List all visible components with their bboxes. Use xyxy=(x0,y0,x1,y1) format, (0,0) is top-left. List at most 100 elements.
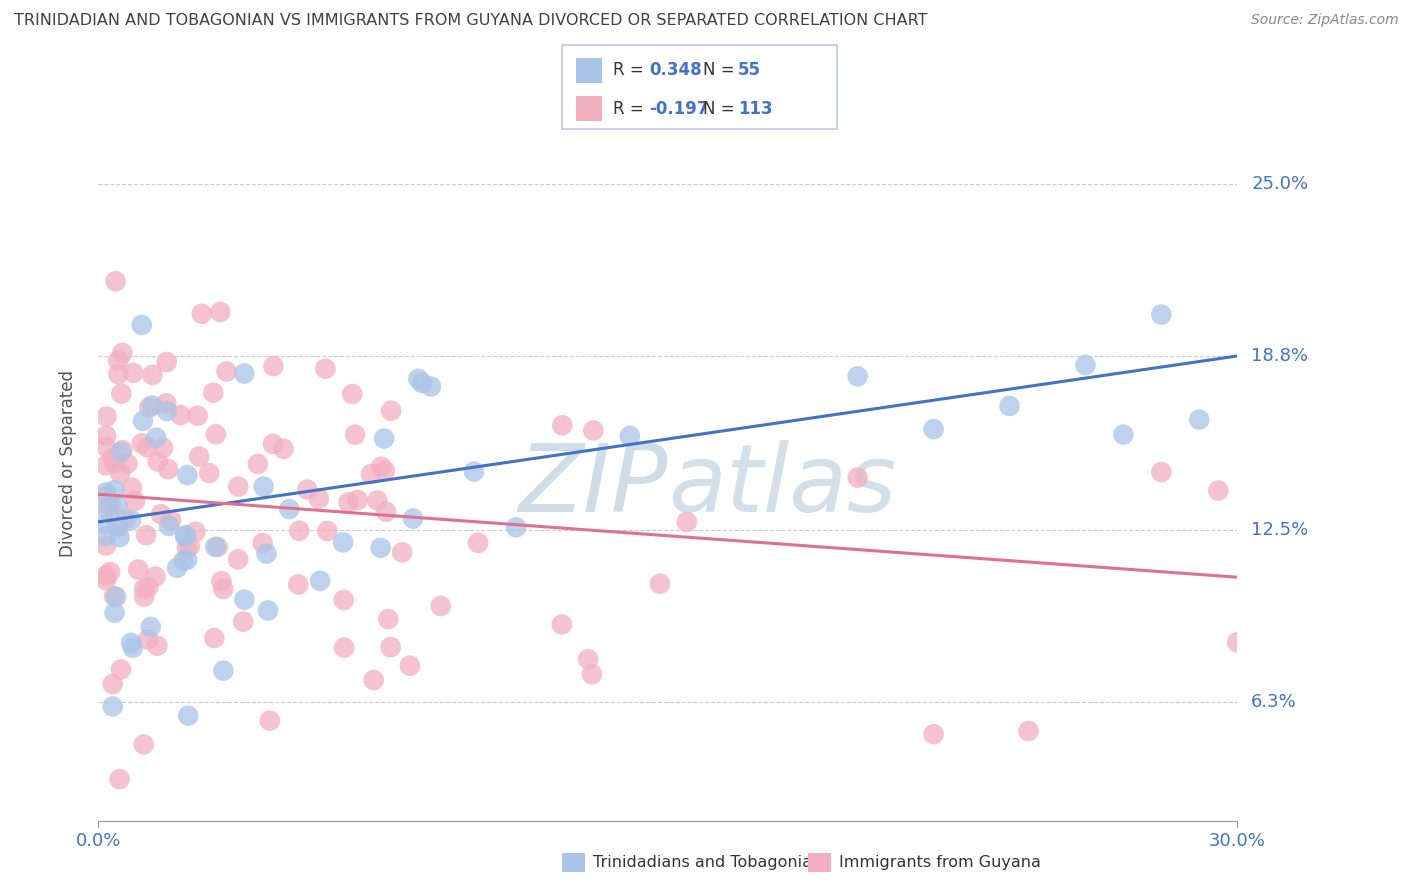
Point xyxy=(391,545,413,559)
Point xyxy=(252,479,274,493)
Point xyxy=(576,652,599,666)
Point xyxy=(94,485,117,500)
Point xyxy=(619,429,641,443)
Text: 12.5%: 12.5% xyxy=(1251,521,1309,540)
Point xyxy=(131,436,153,450)
Point xyxy=(136,632,159,647)
Point xyxy=(145,569,167,583)
Point xyxy=(108,772,131,786)
Point xyxy=(187,409,209,423)
Point xyxy=(107,353,129,368)
Point xyxy=(156,355,179,369)
Point xyxy=(94,573,117,587)
Point xyxy=(648,576,671,591)
Point xyxy=(676,515,699,529)
Point xyxy=(146,639,169,653)
Point xyxy=(190,307,212,321)
Point xyxy=(380,640,402,655)
Point xyxy=(1208,483,1230,498)
Point xyxy=(342,387,364,401)
Point xyxy=(408,372,430,386)
Point xyxy=(998,399,1021,413)
Point xyxy=(121,481,143,495)
Point xyxy=(157,462,180,476)
Point xyxy=(252,536,274,550)
Point xyxy=(198,466,221,480)
Point xyxy=(346,493,368,508)
Point xyxy=(233,367,256,381)
Point xyxy=(141,399,163,413)
Point xyxy=(146,454,169,468)
Point xyxy=(110,445,132,459)
Point xyxy=(419,379,441,393)
Point xyxy=(288,524,311,538)
Point xyxy=(94,529,117,543)
Point xyxy=(114,511,136,525)
Point xyxy=(399,658,422,673)
Point xyxy=(256,547,278,561)
Point xyxy=(101,677,124,691)
Point xyxy=(846,470,869,484)
Point xyxy=(467,536,489,550)
Point xyxy=(94,568,117,582)
Point xyxy=(922,727,945,741)
Point xyxy=(101,699,124,714)
Point xyxy=(333,593,356,607)
Point xyxy=(94,488,117,502)
Point xyxy=(110,467,132,481)
Text: -0.197: -0.197 xyxy=(650,100,709,118)
Point xyxy=(150,507,173,521)
Point xyxy=(370,541,392,555)
Point xyxy=(100,498,122,512)
Point xyxy=(314,361,336,376)
Point xyxy=(215,364,238,378)
Point xyxy=(377,612,399,626)
Point xyxy=(257,603,280,617)
Text: N =: N = xyxy=(703,100,740,118)
Point xyxy=(551,418,574,433)
Point xyxy=(411,376,433,390)
Point xyxy=(108,530,131,544)
Point xyxy=(581,667,603,681)
Point xyxy=(1150,308,1173,322)
Point xyxy=(104,274,127,288)
Point xyxy=(174,528,197,542)
Point xyxy=(333,640,356,655)
Point xyxy=(582,423,605,437)
Point xyxy=(273,442,295,456)
Point xyxy=(156,404,179,418)
Point xyxy=(463,465,485,479)
Text: 0.348: 0.348 xyxy=(650,61,702,79)
Point xyxy=(122,366,145,380)
Point xyxy=(205,427,228,442)
Point xyxy=(134,590,156,604)
Point xyxy=(337,495,360,509)
Point xyxy=(173,554,195,568)
Text: TRINIDADIAN AND TOBAGONIAN VS IMMIGRANTS FROM GUYANA DIVORCED OR SEPARATED CORRE: TRINIDADIAN AND TOBAGONIAN VS IMMIGRANTS… xyxy=(14,13,928,29)
Point xyxy=(94,517,117,532)
Point xyxy=(176,553,198,567)
Point xyxy=(297,483,319,497)
Point xyxy=(287,577,309,591)
Point xyxy=(179,539,201,553)
Point xyxy=(111,346,134,360)
Point xyxy=(145,431,167,445)
Point xyxy=(103,606,125,620)
Point xyxy=(110,663,132,677)
Point xyxy=(94,458,117,473)
Point xyxy=(232,615,254,629)
Point xyxy=(233,592,256,607)
Point xyxy=(316,524,339,538)
Point xyxy=(212,582,235,596)
Point xyxy=(135,528,157,542)
Point xyxy=(103,589,125,603)
Text: 55: 55 xyxy=(738,61,761,79)
Point xyxy=(402,511,425,525)
Point xyxy=(152,441,174,455)
Point xyxy=(1188,412,1211,426)
Point xyxy=(127,562,149,576)
Point xyxy=(373,432,395,446)
Point xyxy=(155,396,177,410)
Y-axis label: Divorced or Separated: Divorced or Separated xyxy=(59,370,77,558)
Point xyxy=(202,631,225,645)
